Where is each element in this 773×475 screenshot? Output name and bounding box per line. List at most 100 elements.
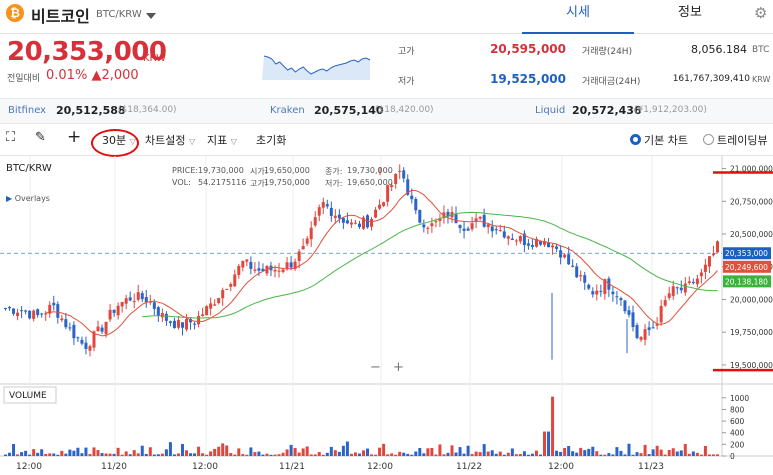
volume-bar [180,443,184,456]
gear-icon[interactable]: ⚙ [754,4,768,22]
volume-bar [494,453,498,456]
volume-bar [671,448,675,456]
candle-body [538,241,542,245]
ma-short-line [45,189,718,337]
x-tick-label: 11/23 [638,462,664,472]
volume-bar [60,450,64,456]
vol-tick-label: 1000 [730,394,749,403]
candle-body [213,304,217,306]
zoom-in-button[interactable]: + [393,360,404,375]
volume-bar [526,454,530,456]
candle-body [193,323,197,325]
candle-body [506,236,510,239]
volume-bar [679,450,683,456]
volume-bar [193,453,197,456]
radio-selected-icon [630,134,641,145]
volume-bar [148,447,152,456]
volume-bar [639,453,643,456]
fullscreen-icon[interactable]: ⛶ [6,130,16,145]
zoom-out-button[interactable]: − [370,360,381,375]
high-label: 고가 [398,47,415,57]
tradingview-radio[interactable]: 트레이딩뷰 [703,132,768,148]
tab-market[interactable]: 시세 [522,0,634,34]
reset-button[interactable]: 초기화 [256,134,287,147]
candle-body [44,313,48,315]
candle-body [108,309,112,320]
exchange-jpy: (¥1,912,203.00) [634,105,707,115]
volume-bar [176,453,180,456]
volume-label: 거래량(24H) [582,47,633,57]
volume-bar [543,431,547,456]
volume-bar [466,445,470,456]
chart-settings-menu[interactable]: 차트설정 ▽ [145,132,195,148]
volume-bar [92,447,96,456]
candle-body [695,278,699,285]
candle-body [534,238,538,247]
candle-body [353,222,357,224]
candle-body [257,268,261,271]
candle-body [253,269,257,271]
volume-bar [595,451,599,456]
x-tick-label: 11/20 [101,462,127,472]
volume-bar [567,445,571,456]
volume-pane-label: VOLUME [9,391,47,401]
candle-body [197,315,201,325]
candle-body [189,318,193,323]
volume-bar [156,454,160,456]
volume-bar [84,447,88,456]
chevron-down-icon[interactable] [146,13,156,19]
volume-bar [607,453,611,456]
exchange-name[interactable]: Bitfinex [8,105,47,116]
candle-body [522,233,526,246]
overlays-toggle[interactable]: ▶ Overlays [6,194,50,203]
crosshair-icon[interactable]: + [67,127,82,147]
candle-body [297,251,301,261]
candle-body [36,309,40,316]
candle-body [426,227,430,229]
header: ₿ 비트코인 BTC/KRW 시세 정보 ⚙ [0,0,773,34]
candle-body [160,313,164,318]
candle-body [8,307,12,309]
volume-bar [675,451,679,456]
volume-bar [462,453,466,456]
candle-body [28,310,32,319]
candle-body [382,202,386,206]
volume-bar [333,450,337,456]
candle-body [124,298,128,304]
vol-tick-label: 200 [730,440,745,449]
ma-long-line [142,211,718,319]
volume-bar [470,454,474,456]
volume-bar [152,454,156,456]
volume-bar [309,454,313,456]
candle-body [305,238,309,244]
volume-bar [36,452,40,456]
volume-bar [458,447,462,456]
candle-body [486,224,490,228]
candle-body [406,179,410,195]
basic-chart-radio[interactable]: 기본 차트 [630,132,688,148]
candle-body [144,297,148,303]
tab-info[interactable]: 정보 [678,5,702,20]
volume-bar [68,449,72,456]
chart-symbol: BTC/KRW [6,163,52,174]
volume-bar [703,445,707,456]
price-tag-label: 20,138,180 [725,277,768,286]
indicators-menu[interactable]: 지표 ▽ [207,132,237,148]
candle-body [635,325,639,339]
exchange-name[interactable]: Kraken [270,105,305,116]
exchange-name[interactable]: Liquid [535,105,566,116]
volume-bar [128,454,132,456]
volume-bar [398,451,402,456]
candle-body [498,230,502,232]
pencil-icon[interactable]: ✎ [35,130,46,145]
vol-tick-label: 600 [730,417,745,426]
price-chart[interactable]: 21,000,00020,750,00020,500,00020,250,000… [0,156,773,475]
exchange-usd: ($18,364.00) [118,105,177,115]
volume-bar [599,454,603,456]
volume-bar [534,450,538,456]
candle-body [317,207,321,216]
coin-name[interactable]: 비트코인 [31,7,90,26]
candle-body [430,223,434,227]
volume-bar [112,453,116,456]
exchange-price: 20,575,140 [314,104,384,117]
